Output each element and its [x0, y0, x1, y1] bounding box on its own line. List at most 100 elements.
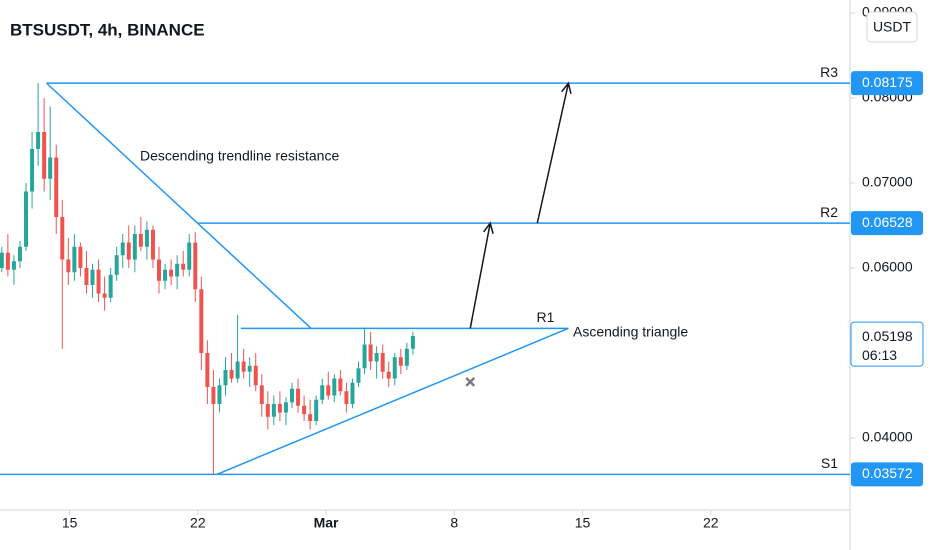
candle-body	[193, 242, 198, 290]
candle-body	[0, 252, 4, 269]
current-price-box	[850, 321, 924, 367]
candle-body	[314, 399, 319, 422]
candle-body	[78, 246, 83, 269]
countdown-label: 06:13	[862, 347, 897, 363]
candle-body	[344, 391, 349, 405]
candle-body	[163, 269, 168, 281]
candle-body	[404, 348, 409, 366]
candle-body	[102, 293, 107, 298]
candle-body	[138, 234, 143, 247]
candle-body	[296, 388, 301, 406]
candle-body	[169, 269, 174, 277]
candle-body	[410, 336, 415, 349]
currency-button-label[interactable]: USDT	[873, 19, 912, 35]
candle-body	[42, 132, 47, 179]
candle-body	[30, 149, 35, 192]
candle-body	[302, 405, 307, 415]
candle-body	[398, 357, 403, 366]
candle-body	[205, 353, 210, 388]
candle-body	[259, 385, 264, 405]
candle-body	[332, 378, 337, 396]
annotation: Descending trendline resistance	[140, 148, 339, 164]
candle-body	[350, 382, 355, 405]
arrow-shaft	[469, 222, 491, 329]
candle-body	[253, 365, 258, 386]
candle-body	[24, 191, 29, 247]
candle-body	[84, 268, 89, 286]
candle-body	[277, 404, 282, 413]
candle-body	[96, 269, 101, 294]
candle-body	[132, 234, 137, 260]
candle-body	[60, 217, 65, 260]
level-name: R1	[537, 309, 555, 325]
level-name: S1	[821, 455, 838, 471]
trendline	[216, 327, 569, 476]
labels: R3 0.08175 R2 0.06528 R1 S1 0.03572 Descending …	[140, 64, 924, 487]
candle-body	[283, 402, 288, 413]
candle-body	[181, 263, 186, 270]
x-tick-label: 8	[450, 515, 458, 531]
candle-body	[223, 370, 228, 386]
candle-body	[247, 365, 252, 372]
candle-body	[362, 344, 367, 369]
y-tick-label: 0.04000	[862, 429, 913, 445]
level-price-box	[851, 71, 923, 96]
x-tick-label: 15	[62, 515, 78, 531]
candle-body	[175, 263, 180, 277]
candle-body	[126, 242, 131, 260]
candle-body	[326, 385, 331, 396]
candle-body	[211, 387, 216, 405]
level-price-label: 0.03572	[862, 465, 913, 481]
level-price-label: 0.08175	[862, 74, 913, 90]
candle-body	[36, 132, 41, 150]
candle-body	[386, 371, 391, 379]
candle-body	[11, 261, 16, 270]
candle-body	[241, 361, 246, 372]
x-tick-label: 22	[703, 515, 719, 531]
x-tick-label: Mar	[314, 515, 339, 531]
candle-body	[17, 246, 22, 262]
arrow-head	[561, 81, 572, 95]
level-price-box	[851, 211, 923, 236]
arrow-head	[483, 221, 494, 234]
candle-body	[380, 353, 385, 372]
trendline	[46, 82, 312, 329]
cancel-marker	[465, 377, 476, 387]
candle-body	[120, 242, 125, 256]
current-price-label: 0.05198	[862, 328, 913, 344]
candle-body	[338, 378, 343, 392]
candle-body	[374, 353, 379, 362]
candle-body	[108, 274, 113, 298]
candle-body	[265, 404, 270, 417]
candle-body	[235, 361, 240, 379]
level-price-label: 0.06528	[862, 214, 913, 230]
ticks: 0.090000.080000.070000.060000.040001522M…	[62, 4, 913, 531]
y-tick-label: 0.07000	[862, 174, 913, 190]
candle-body	[72, 246, 77, 273]
chart-title: BTSUSDT, 4h, BINANCE	[10, 20, 205, 39]
y-tick-label: 0.06000	[862, 259, 913, 275]
drawings	[0, 81, 850, 476]
arrow-shaft	[536, 82, 570, 224]
candle-body	[5, 252, 10, 270]
candle-body	[356, 368, 361, 383]
candle-body	[187, 242, 192, 270]
candle-body	[157, 259, 162, 281]
annotation: Ascending triangle	[573, 324, 688, 340]
candle-body	[114, 255, 119, 275]
candles	[0, 82, 415, 475]
level-name: R3	[820, 64, 838, 80]
candle-body	[320, 385, 325, 400]
candle-body	[271, 404, 276, 417]
candle-body	[66, 259, 71, 273]
level-price-box	[851, 462, 923, 487]
candle-body	[229, 370, 234, 379]
candle-body	[368, 344, 373, 362]
currency-button[interactable]	[866, 11, 918, 43]
candle-body	[54, 157, 59, 218]
candle-body	[48, 157, 53, 179]
candle-body	[217, 385, 222, 405]
